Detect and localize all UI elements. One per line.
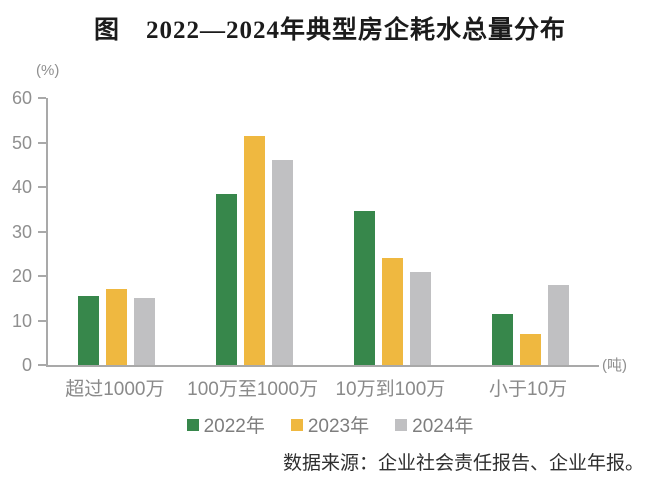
bar-2023年 <box>519 333 541 365</box>
y-axis-labels: 0 10 20 30 40 50 60 <box>0 88 32 375</box>
y-axis-tick <box>38 97 46 99</box>
y-axis-tick-label: 40 <box>11 177 32 198</box>
bar-group <box>186 98 324 365</box>
legend-label: 2022年 <box>203 416 265 437</box>
legend-label: 2024年 <box>412 416 474 437</box>
legend-swatch-icon <box>186 418 199 431</box>
x-axis-unit-label: (吨) <box>602 357 627 374</box>
bar-2022年 <box>216 193 238 365</box>
bar-2023年 <box>244 135 266 365</box>
bar-2024年 <box>547 284 569 365</box>
legend-swatch-icon <box>290 418 303 431</box>
bar-2022年 <box>353 211 375 365</box>
y-axis-tick <box>38 230 46 233</box>
y-axis-tick <box>38 275 46 278</box>
bar-2024年 <box>409 271 431 365</box>
bar-groups <box>48 98 599 365</box>
legend-item: 2022年 <box>186 411 265 438</box>
legend-swatch-icon <box>395 418 408 431</box>
data-source-note: 数据来源：企业社会责任报告、企业年报。 <box>282 453 644 474</box>
chart-title: 图 2022—2024年典型房企耗水总量分布 <box>93 17 566 44</box>
y-axis-tick <box>38 364 46 366</box>
legend-item: 2023年 <box>290 411 370 438</box>
x-axis-labels: 超过1000万 100万至1000万 10万到100万 小于10万 <box>46 374 597 401</box>
y-axis-tick-label: 0 <box>21 355 32 375</box>
bar-2023年 <box>381 258 403 365</box>
legend-item: 2024年 <box>395 411 473 438</box>
y-axis-unit-label: (%) <box>36 62 60 79</box>
bar-2023年 <box>106 289 128 365</box>
bar-2024年 <box>272 160 294 365</box>
legend-label: 2023年 <box>307 416 370 437</box>
y-axis-tick-label: 10 <box>11 310 32 331</box>
x-axis-category-label: 100万至1000万 <box>187 379 319 400</box>
y-axis-tick <box>38 319 46 322</box>
x-axis-category-label: 超过1000万 <box>65 379 165 400</box>
y-axis-tick-label: 20 <box>11 266 32 287</box>
y-axis-tick-label: 60 <box>11 88 32 108</box>
bar-group <box>48 98 186 365</box>
bar-2022年 <box>78 296 100 365</box>
y-axis-tick-label: 50 <box>11 132 32 153</box>
y-axis-tick <box>38 141 46 144</box>
legend: 2022年 2023年 2024年 <box>0 411 660 438</box>
y-axis-tick-label: 30 <box>11 221 32 242</box>
x-axis-category-label: 小于10万 <box>489 379 568 400</box>
x-axis-category-label: 10万到100万 <box>335 379 446 400</box>
bar-2022年 <box>491 313 513 365</box>
bar-2024年 <box>134 298 156 365</box>
y-axis-tick <box>38 186 46 189</box>
bar-group <box>324 98 462 365</box>
bar-group <box>461 98 599 365</box>
plot-area <box>38 97 599 367</box>
